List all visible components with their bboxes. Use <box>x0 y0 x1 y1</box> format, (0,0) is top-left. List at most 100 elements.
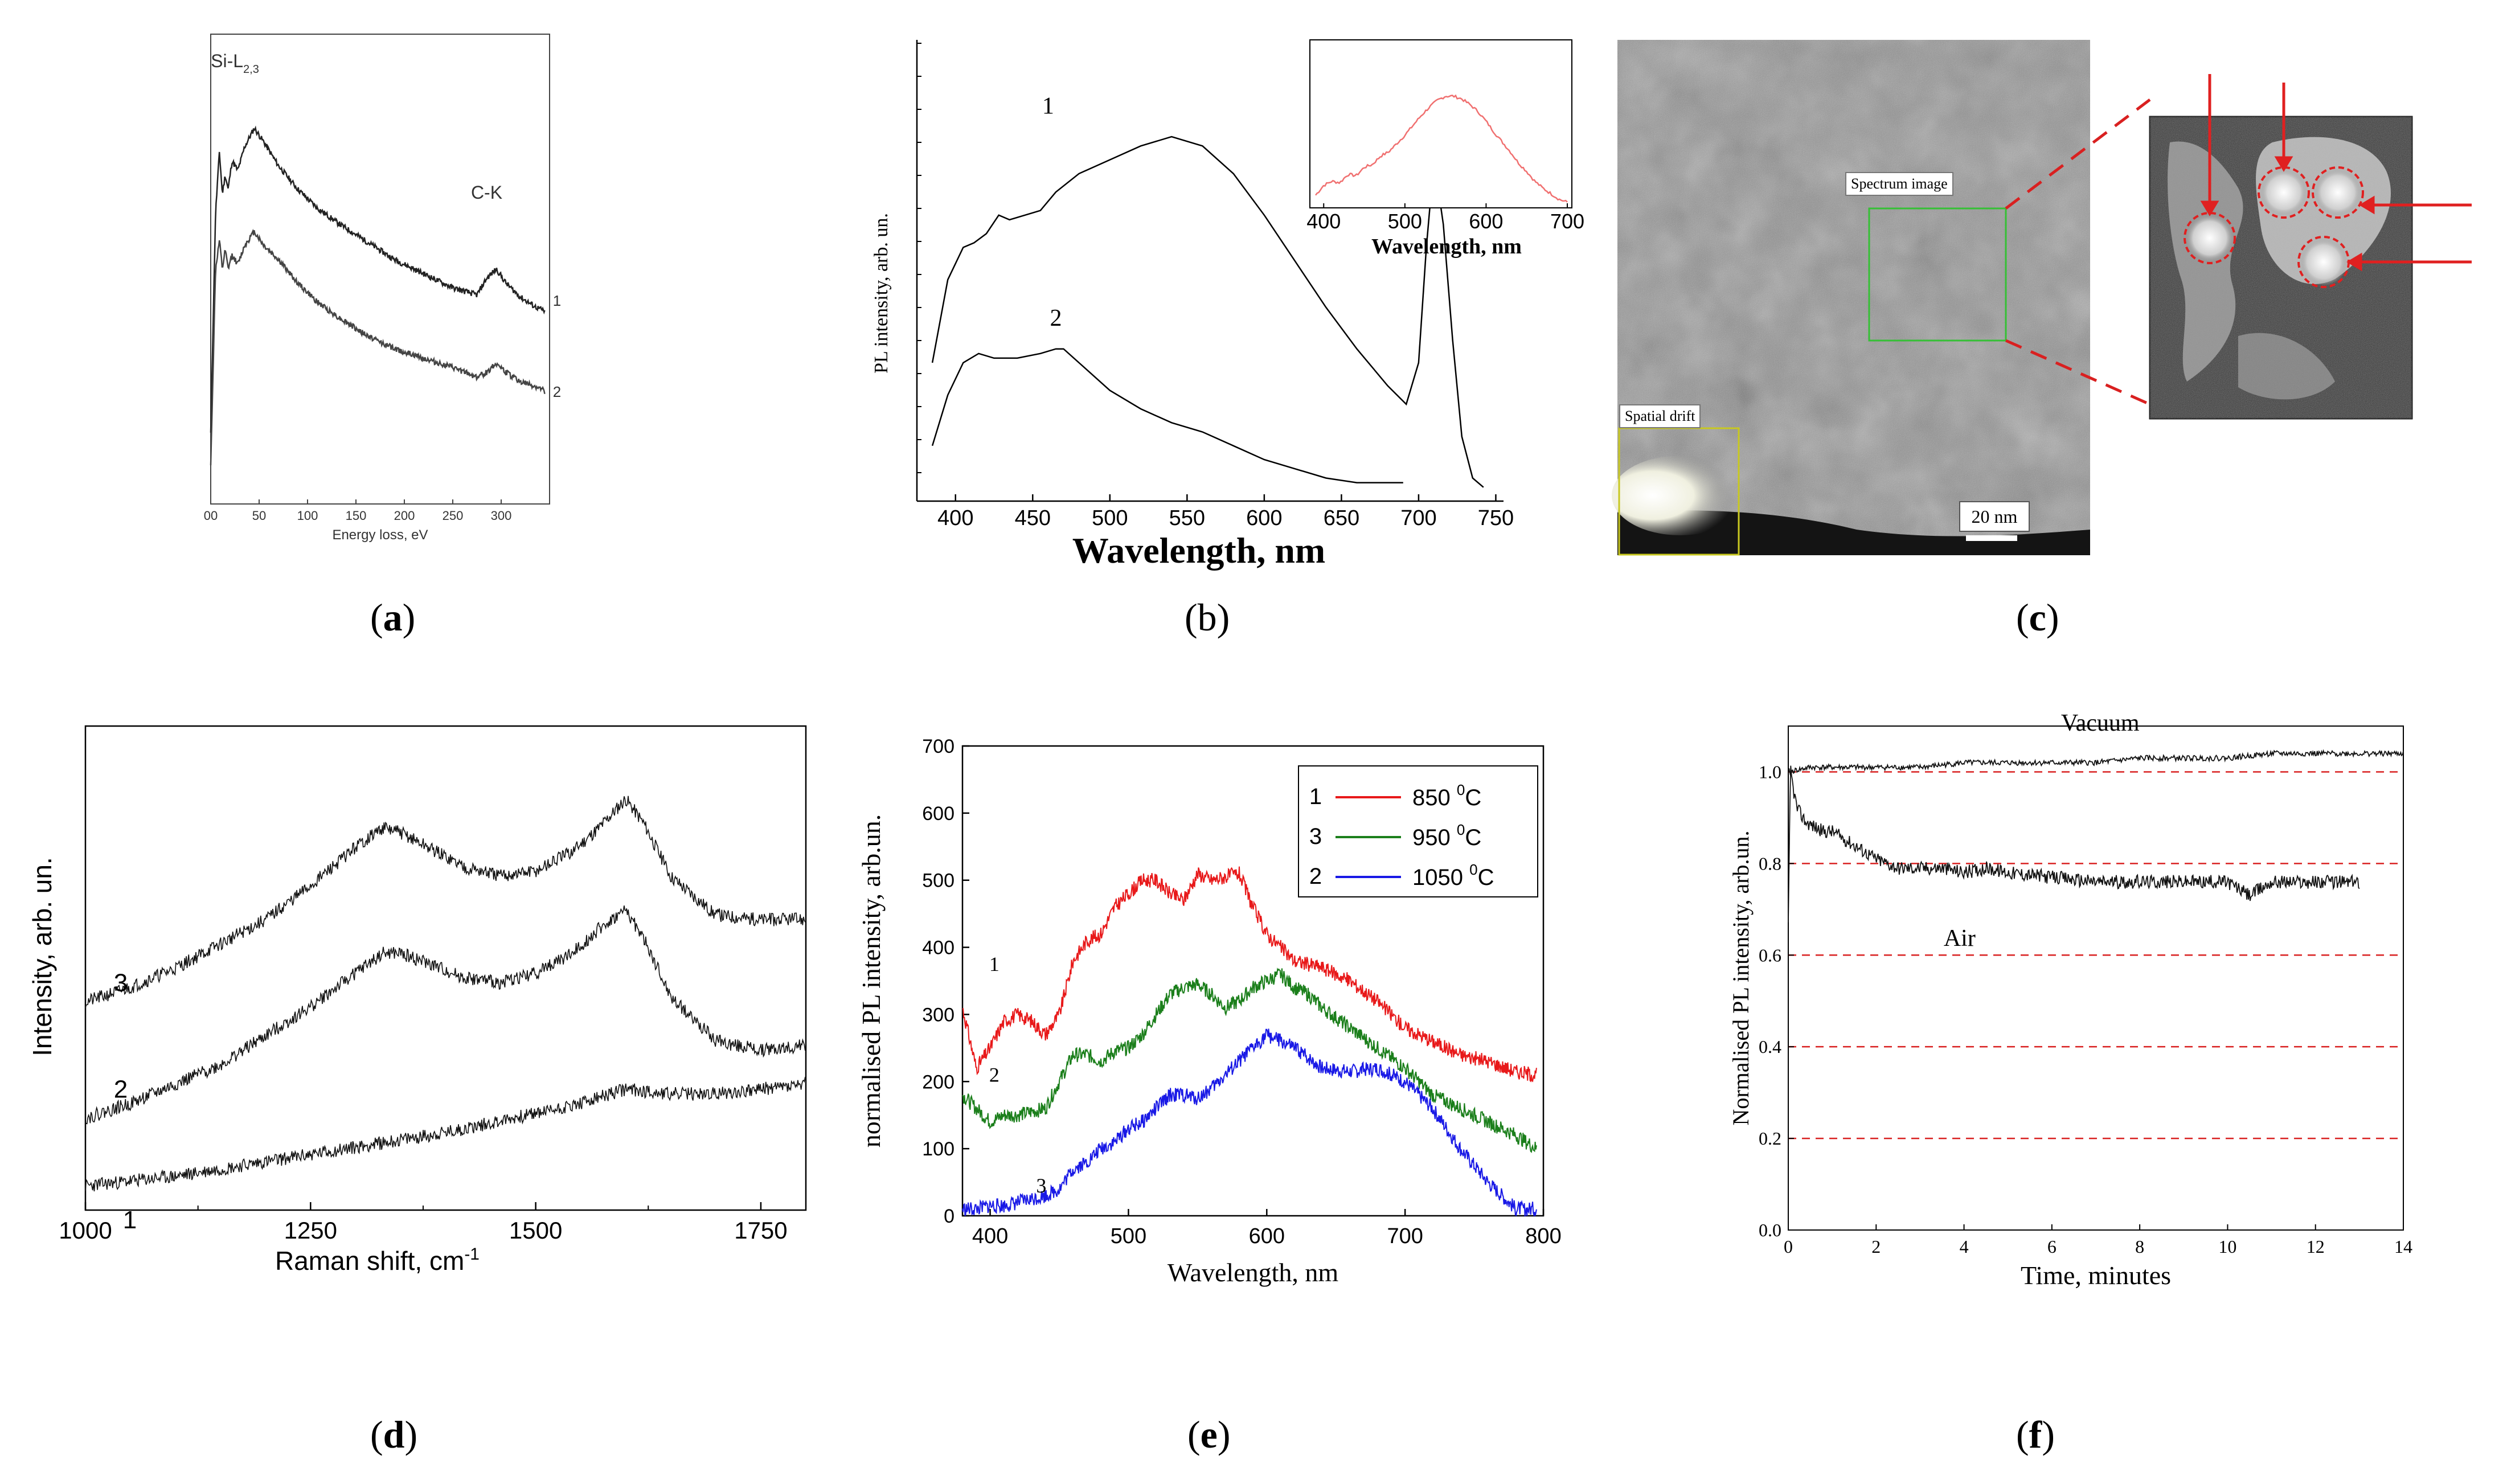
x-tick-label: 1250 <box>284 1217 337 1244</box>
caption-f: (f) <box>2016 1413 2055 1456</box>
panel-f: 0 2 4 6 8 10 12 14 0.0 0.2 0.4 0.6 0.8 1.0 Time, minut… <box>1640 706 2460 1333</box>
x-tick-label: 100 <box>297 509 318 523</box>
chart-d: 1000 1250 1500 1750 Raman shift, cm-1 Intensi… <box>27 725 807 1276</box>
x-tick-label: 700 <box>1400 506 1436 530</box>
legend-sup: 0 <box>1457 821 1465 838</box>
annotation-si: Si-L2,3 <box>211 51 259 76</box>
scale-bar <box>1966 535 2017 541</box>
x-tick-label: 300 <box>491 509 512 523</box>
inset-x-tick-label: 600 <box>1469 210 1503 233</box>
legend-num: 3 <box>1309 824 1322 849</box>
y-tick-label: 0.4 <box>1759 1036 1781 1057</box>
caption-b: (b) <box>1185 596 1230 639</box>
legend-sup: 0 <box>1469 861 1477 878</box>
x-tick-label: 800 <box>1525 1224 1561 1248</box>
x-tick-label: 6 <box>2047 1236 2057 1257</box>
tem-main-image <box>1612 40 2090 555</box>
x-tick-label: 550 <box>1169 506 1205 530</box>
x-tick-label: 8 <box>2135 1236 2144 1257</box>
x-tick-label: 50 <box>252 509 266 523</box>
inset-frame <box>1309 39 1572 208</box>
x-tick-label: 2 <box>1871 1236 1881 1257</box>
x-tick-label: 1000 <box>59 1217 112 1244</box>
x-axis-label: Time, minutes <box>2021 1261 2171 1290</box>
chart-f: 0 2 4 6 8 10 12 14 0.0 0.2 0.4 0.6 0.8 1.0 Time, minut… <box>1728 710 2412 1290</box>
chart-b: 400 450 500 550 600 650 700 750 Wavelength, nm PL… <box>871 39 1584 571</box>
y-axis-label: Intensity, arb. un. <box>27 857 57 1056</box>
x-tick-label: 450 <box>1015 506 1051 530</box>
spectrum-image-box <box>1868 207 2007 342</box>
legend-label: 1050 0C <box>1412 861 1494 890</box>
x-tick-label: 650 <box>1324 506 1359 530</box>
x-tick-label: 500 <box>1111 1224 1146 1248</box>
series-line-1 <box>85 1076 806 1192</box>
x-tick-label: 700 <box>1387 1224 1423 1248</box>
curve-label: 1 <box>553 292 561 309</box>
x-tick-label: 500 <box>1092 506 1128 530</box>
x-tick-label: 200 <box>394 509 415 523</box>
x-tick-label: 12 <box>2307 1236 2325 1257</box>
y-tick-label: 600 <box>922 803 955 825</box>
y-axis-label: normalised PL intensity, arb.un. <box>857 814 886 1148</box>
y-tick-label: 100 <box>922 1138 955 1160</box>
x-tick-label: 600 <box>1246 506 1282 530</box>
inset-x-tick-label: 400 <box>1306 210 1341 233</box>
x-tick-label: 10 <box>2218 1236 2236 1257</box>
series-line-1 <box>962 968 1537 1153</box>
legend-num: 2 <box>1309 864 1322 889</box>
annotation-vacuum: Vacuum <box>2061 710 2140 736</box>
curve-label: 2 <box>553 383 561 400</box>
y-tick-label: 1.0 <box>1759 761 1781 782</box>
x-tick-label: 1500 <box>509 1217 562 1244</box>
curve-label: 2 <box>989 1063 999 1086</box>
inset-x-tick-label: 500 <box>1388 210 1422 233</box>
series-line-Air <box>1788 765 2360 923</box>
caption-d: (d) <box>370 1413 418 1456</box>
tem-image <box>1612 40 2472 556</box>
spectrum-image-label: Spectrum image <box>1845 172 1953 196</box>
inset-x-axis-label: Wavelength, nm <box>1371 235 1522 259</box>
panel-c: Spectrum image Spatial drift 20 nm <box>1612 40 2472 564</box>
panel-e: 400 500 600 700 800 0 100 200 300 400 500 600 700 Wav… <box>843 718 1583 1344</box>
x-axis-sup: -1 <box>464 1245 480 1264</box>
legend-num: 1 <box>1309 784 1322 809</box>
curve-label: 3 <box>114 969 128 997</box>
x-axis-label: Wavelength, nm <box>1168 1258 1339 1287</box>
x-tick-label: 00 <box>204 509 218 523</box>
y-tick-label: 200 <box>922 1071 955 1093</box>
curve-label: 1 <box>1042 93 1054 120</box>
plot-frame <box>961 745 1545 1217</box>
y-tick-label: 0.2 <box>1759 1128 1781 1149</box>
legend-label: 850 0C <box>1412 781 1481 810</box>
plot-frame <box>84 725 807 1211</box>
tem-zoom-image <box>2149 116 2413 420</box>
panel-b: 400 450 500 550 600 650 700 750 Wavelength, nm PL… <box>866 34 1606 581</box>
caption-e: (e) <box>1187 1413 1231 1456</box>
legend-sup: 0 <box>1457 781 1465 798</box>
scale-bar-label: 20 nm <box>1959 501 2030 532</box>
y-axis-label: Normalised PL intensity, arb.un. <box>1728 830 1754 1125</box>
panel-a: 00 50 100 150 200 250 300 Energy loss, eV 1 2 Si-L… <box>204 34 598 581</box>
zoom-line-top <box>2005 99 2151 210</box>
series-line-2 <box>931 348 1403 483</box>
x-axis-label: Raman shift, cm-1 <box>275 1245 480 1276</box>
x-tick-label: 400 <box>937 506 973 530</box>
x-tick-label: 150 <box>346 509 367 523</box>
inset-x-tick-label: 700 <box>1550 210 1584 233</box>
curve-label: 1 <box>123 1206 137 1234</box>
annotation-air: Air <box>1944 925 1976 952</box>
curve-label: 1 <box>989 953 999 975</box>
y-tick-label: 500 <box>922 870 955 892</box>
y-tick-label: 300 <box>922 1004 955 1026</box>
y-tick-label: 700 <box>922 736 955 757</box>
series-line-1 <box>210 125 546 433</box>
annotation-ck: C-K <box>471 182 502 203</box>
y-axis-label: PL intensity, arb. un. <box>871 213 892 374</box>
curve-label: 2 <box>1050 305 1062 331</box>
spatial-drift-box <box>1618 427 1740 556</box>
plot-frame <box>210 34 550 505</box>
series-line-0 <box>962 866 1537 1083</box>
x-tick-label: 4 <box>1960 1236 1969 1257</box>
x-tick-label: 600 <box>1249 1224 1285 1248</box>
y-tick-label: 0.6 <box>1759 945 1781 965</box>
